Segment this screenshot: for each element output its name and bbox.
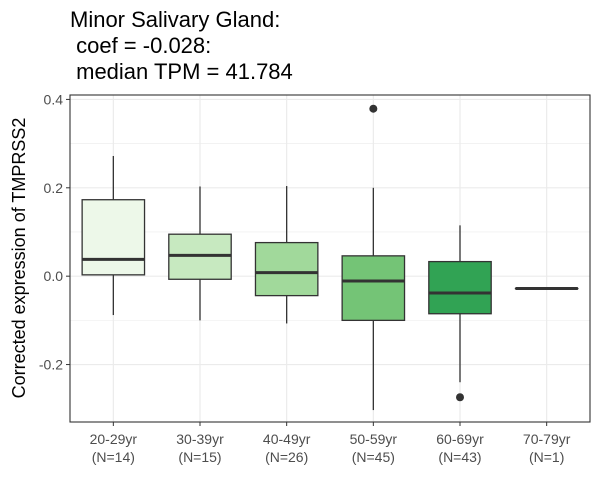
x-axis-ticks: 20-29yr (N=14) 30-39yr (N=15) 40-49yr (N=26) 5… — [90, 422, 571, 465]
x-tick-label: 60-69yr — [436, 431, 484, 447]
box-body — [341, 255, 406, 322]
box-body — [81, 199, 146, 276]
box-group — [428, 225, 492, 402]
y-axis-label: Corrected expression of TMPRSS2 — [9, 118, 29, 399]
box-group — [81, 155, 146, 316]
x-tick-label: 30-39yr — [176, 431, 224, 447]
box-group — [254, 186, 319, 324]
box-body — [254, 241, 319, 297]
outlier-point — [456, 393, 464, 402]
y-tick-label: 0.2 — [44, 180, 64, 196]
title-line-1: Minor Salivary Gland: — [70, 7, 280, 32]
title-line-3: median TPM = 41.784 — [70, 59, 293, 84]
box-group — [168, 186, 232, 321]
x-tick-label: 20-29yr — [90, 431, 138, 447]
y-axis-ticks: -0.2 0.0 0.2 0.4 — [39, 91, 70, 373]
y-tick-label: 0.0 — [44, 268, 64, 284]
x-tick-label: 40-49yr — [263, 431, 311, 447]
x-tick-label: 50-59yr — [350, 431, 398, 447]
grid-minor-lines — [70, 143, 590, 321]
box-body — [428, 260, 492, 315]
grid-major-lines — [70, 95, 590, 422]
x-tick-count-label: (N=14) — [92, 449, 135, 465]
box-group — [341, 104, 406, 411]
x-tick-label: 70-79yr — [523, 431, 571, 447]
outlier-point — [369, 104, 378, 113]
title-line-2: coef = -0.028: — [70, 33, 211, 58]
chart-title: Minor Salivary Gland: coef = -0.028: med… — [70, 7, 293, 84]
y-tick-label: 0.4 — [44, 91, 64, 107]
x-tick-count-label: (N=26) — [265, 449, 308, 465]
plot-panel-border — [69, 94, 591, 423]
box-series — [81, 104, 579, 411]
x-tick-count-label: (N=43) — [438, 449, 481, 465]
x-tick-count-label: (N=45) — [352, 449, 395, 465]
x-tick-count-label: (N=15) — [178, 449, 221, 465]
y-tick-label: -0.2 — [39, 357, 63, 373]
x-tick-count-label: (N=1) — [529, 449, 564, 465]
